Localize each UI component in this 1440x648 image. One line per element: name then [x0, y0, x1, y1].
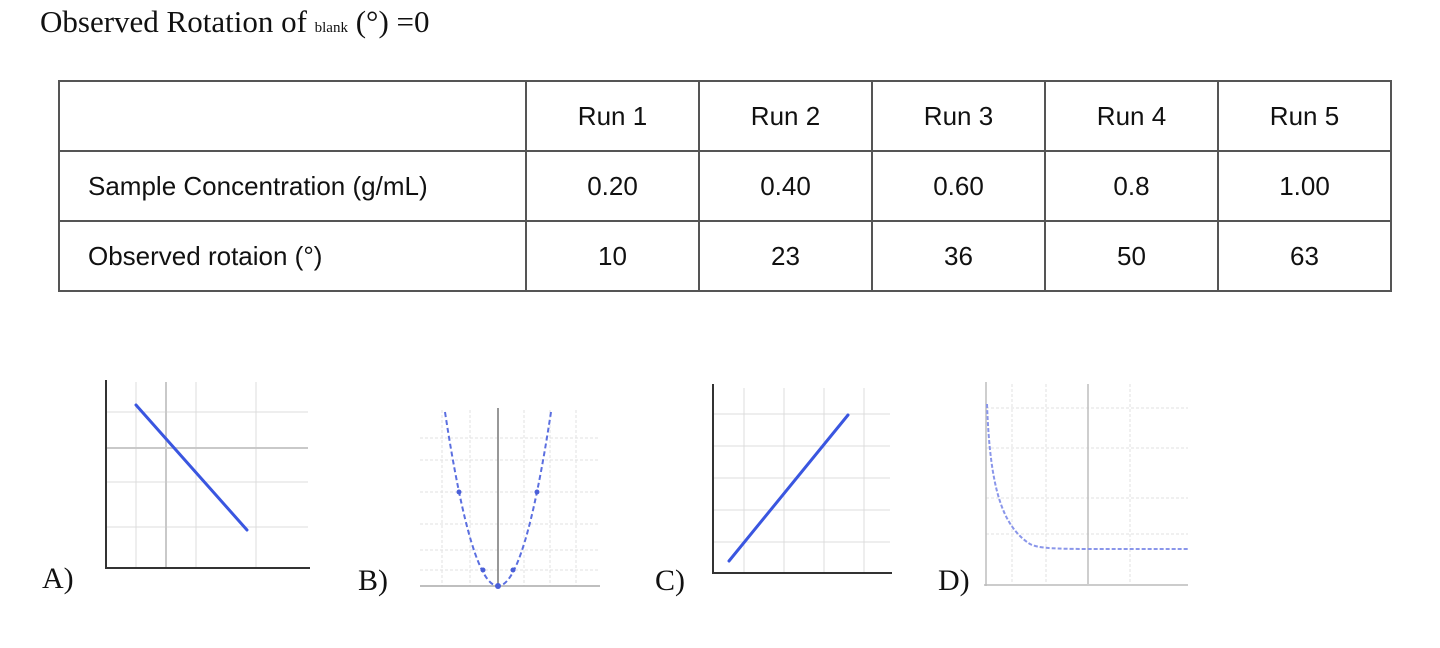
table-header-cell: Run 4	[1044, 80, 1219, 152]
data-table: Run 1 Run 2 Run 3 Run 4 Run 5 Sample Con…	[58, 80, 1392, 292]
table-cell: 0.8	[1044, 150, 1219, 222]
option-d-graph	[984, 382, 1189, 586]
table-row: Observed rotaion (°) 10 23 36 50 63	[58, 220, 1392, 292]
table-header-cell: Run 3	[871, 80, 1046, 152]
heading-subscript: blank	[314, 20, 348, 36]
option-a-label: A)	[42, 562, 74, 595]
increasing-line	[727, 413, 850, 563]
heading-prefix: Observed Rotation of	[40, 4, 315, 39]
table-cell: 36	[871, 220, 1046, 292]
table-cell: 1.00	[1217, 150, 1392, 222]
decay-curve	[986, 403, 1189, 551]
decreasing-line	[134, 403, 249, 532]
table-header-cell: Run 5	[1217, 80, 1392, 152]
page-heading: Observed Rotation of blank (°) =0	[40, 4, 430, 40]
option-c-graph	[712, 384, 892, 574]
row-label: Sample Concentration (g/mL)	[58, 150, 527, 222]
table-cell: 23	[698, 220, 873, 292]
table-header-cell: Run 2	[698, 80, 873, 152]
table-header-cell	[58, 80, 527, 152]
option-a-graph	[105, 380, 310, 569]
option-d-label: D)	[938, 564, 970, 597]
table-cell: 0.40	[698, 150, 873, 222]
row-label: Observed rotaion (°)	[58, 220, 527, 292]
option-b-label: B)	[358, 564, 388, 597]
table-cell: 10	[525, 220, 700, 292]
table-header-row: Run 1 Run 2 Run 3 Run 4 Run 5	[58, 80, 1392, 152]
table-cell: 0.20	[525, 150, 700, 222]
table-cell: 50	[1044, 220, 1219, 292]
option-c-label: C)	[655, 564, 685, 597]
table-cell: 63	[1217, 220, 1392, 292]
table-header-cell: Run 1	[525, 80, 700, 152]
table-row: Sample Concentration (g/mL) 0.20 0.40 0.…	[58, 150, 1392, 222]
heading-suffix: (°) =0	[347, 4, 430, 39]
table-cell: 0.60	[871, 150, 1046, 222]
option-b-graph	[420, 408, 600, 589]
